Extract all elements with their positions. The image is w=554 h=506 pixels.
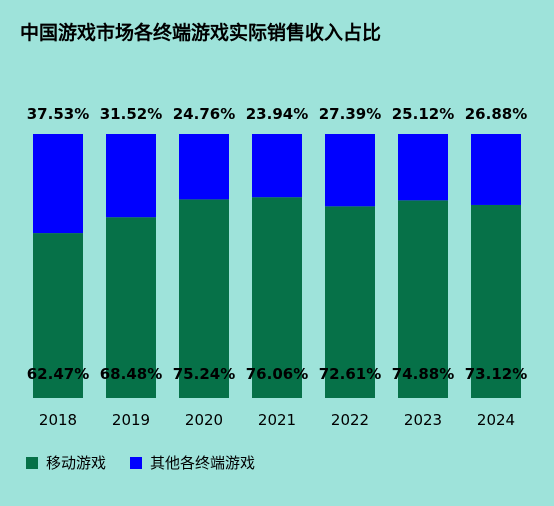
legend-label-mobile: 移动游戏 — [46, 454, 107, 472]
x-tick-label-2023: 2023 — [404, 411, 442, 429]
legend-item-other: 其他各终端游戏 — [130, 452, 255, 473]
data-label-mobile-2021: 76.06% — [246, 365, 308, 383]
x-tick-label-2019: 2019 — [112, 411, 150, 429]
data-label-other-2024: 26.88% — [465, 105, 527, 123]
bar-other-2023 — [398, 134, 448, 201]
legend-item-mobile: 移动游戏 — [26, 452, 106, 473]
data-label-mobile-2018: 62.47% — [27, 365, 89, 383]
bar-other-2022 — [325, 134, 375, 207]
bar-mobile-2019 — [106, 217, 156, 398]
x-tick-label-2024: 2024 — [477, 411, 515, 429]
bar-mobile-2021 — [252, 197, 302, 398]
data-label-other-2018: 37.53% — [27, 105, 89, 123]
legend-swatch-other — [130, 456, 143, 469]
x-tick-label-2022: 2022 — [331, 411, 369, 429]
bar-other-2018 — [33, 134, 83, 234]
chart-legend: 移动游戏 其他各终端游戏 — [26, 452, 279, 473]
bar-mobile-2020 — [179, 199, 229, 398]
data-label-mobile-2019: 68.48% — [100, 365, 162, 383]
data-label-other-2023: 25.12% — [392, 105, 454, 123]
data-label-mobile-2022: 72.61% — [319, 365, 381, 383]
data-label-mobile-2023: 74.88% — [392, 365, 454, 383]
data-label-other-2022: 27.39% — [319, 105, 381, 123]
bar-other-2024 — [471, 134, 521, 205]
bar-mobile-2018 — [33, 233, 83, 398]
legend-label-other: 其他各终端游戏 — [150, 454, 256, 472]
bar-mobile-2024 — [471, 204, 521, 398]
bar-other-2019 — [106, 134, 156, 218]
data-label-other-2019: 31.52% — [100, 105, 162, 123]
bar-mobile-2023 — [398, 200, 448, 398]
legend-swatch-mobile — [26, 456, 38, 469]
x-tick-label-2018: 2018 — [39, 411, 77, 429]
data-label-other-2020: 24.76% — [173, 105, 235, 123]
x-tick-label-2020: 2020 — [185, 411, 223, 429]
bar-other-2021 — [252, 134, 302, 198]
data-label-other-2021: 23.94% — [246, 105, 308, 123]
data-label-mobile-2024: 73.12% — [465, 365, 527, 383]
bar-other-2020 — [179, 134, 229, 200]
bar-mobile-2022 — [325, 206, 375, 398]
chart-title: 中国游戏市场各终端游戏实际销售收入占比 — [20, 22, 382, 44]
x-tick-label-2021: 2021 — [258, 411, 296, 429]
data-label-mobile-2020: 75.24% — [173, 365, 235, 383]
